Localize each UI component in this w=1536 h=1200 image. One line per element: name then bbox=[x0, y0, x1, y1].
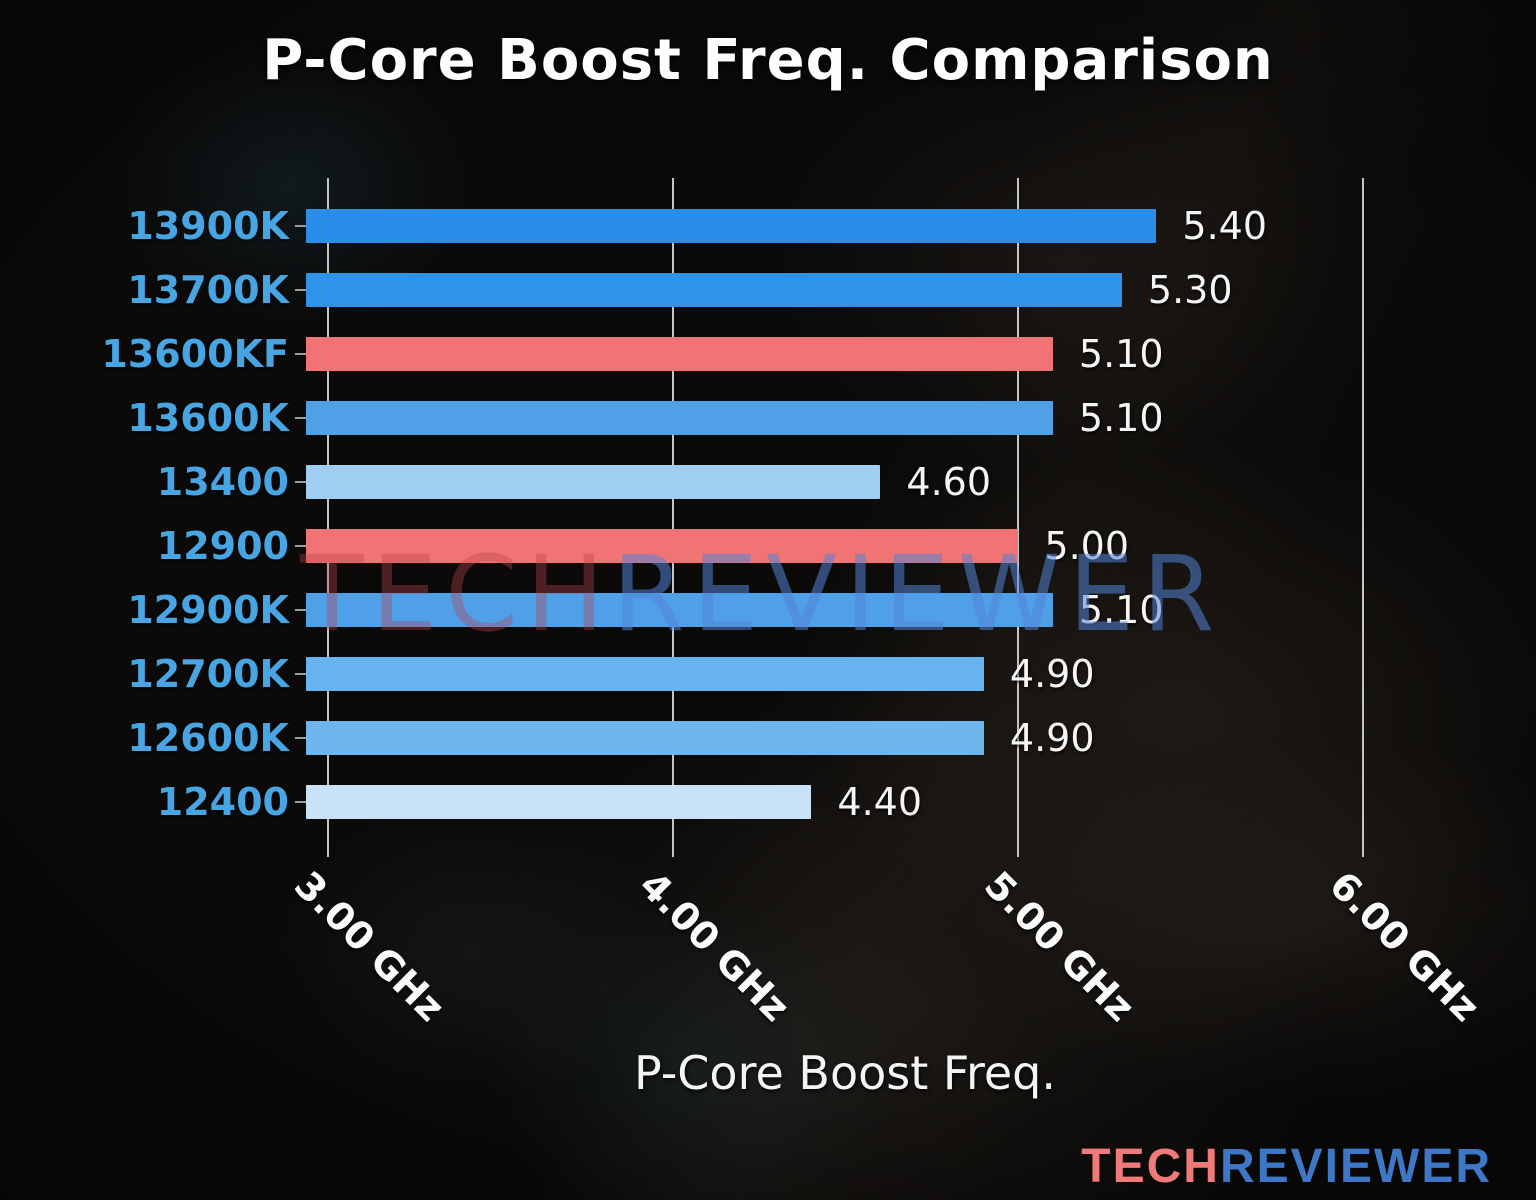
x-tick-label: 6.00 GHz bbox=[1321, 862, 1489, 1030]
y-axis-label: 12900 bbox=[156, 524, 289, 568]
value-label: 4.90 bbox=[1009, 716, 1095, 760]
x-tick-label: 5.00 GHz bbox=[976, 862, 1144, 1030]
y-tick-mark bbox=[295, 737, 306, 739]
value-label: 5.10 bbox=[1078, 588, 1164, 632]
brand-logo-tech: TECH bbox=[1081, 1140, 1220, 1193]
y-axis-label: 12900K bbox=[127, 588, 289, 632]
bar bbox=[306, 209, 1157, 243]
x-tick-label: 4.00 GHz bbox=[631, 862, 799, 1030]
y-tick-mark bbox=[295, 609, 306, 611]
gridline bbox=[1017, 178, 1020, 845]
gridline bbox=[672, 178, 675, 845]
y-tick-mark bbox=[295, 353, 306, 355]
watermark-tech: TECH bbox=[300, 533, 613, 655]
brand-logo-reviewer: REVIEWER bbox=[1219, 1140, 1492, 1193]
x-tick-mark bbox=[1362, 845, 1365, 857]
y-tick-mark bbox=[295, 801, 306, 803]
y-tick-mark bbox=[295, 545, 306, 547]
y-axis-label: 13600KF bbox=[101, 332, 289, 376]
x-tick-mark bbox=[672, 845, 675, 857]
y-tick-mark bbox=[295, 417, 306, 419]
y-tick-mark bbox=[295, 225, 306, 227]
x-tick-label: 3.00 GHz bbox=[286, 862, 454, 1030]
bar bbox=[306, 785, 812, 819]
x-tick-mark bbox=[1017, 845, 1020, 857]
y-axis-label: 12400 bbox=[156, 780, 289, 824]
bar bbox=[306, 593, 1053, 627]
y-axis-label: 12700K bbox=[127, 652, 289, 696]
y-tick-mark bbox=[295, 289, 306, 291]
value-label: 5.40 bbox=[1182, 204, 1268, 248]
bar bbox=[306, 465, 881, 499]
brand-logo: TECHREVIEWER bbox=[1081, 1143, 1492, 1191]
x-axis-title: P-Core Boost Freq. bbox=[633, 1046, 1057, 1100]
value-label: 5.00 bbox=[1044, 524, 1130, 568]
gridline bbox=[327, 178, 330, 845]
bar bbox=[306, 337, 1053, 371]
value-label: 4.90 bbox=[1009, 652, 1095, 696]
bar bbox=[306, 273, 1122, 307]
y-axis-label: 13700K bbox=[127, 268, 289, 312]
y-axis-label: 13400 bbox=[156, 460, 289, 504]
x-tick-mark bbox=[327, 845, 330, 857]
y-tick-mark bbox=[295, 673, 306, 675]
y-axis-label: 12600K bbox=[127, 716, 289, 760]
bar bbox=[306, 721, 984, 755]
value-label: 5.30 bbox=[1147, 268, 1233, 312]
value-label: 4.60 bbox=[906, 460, 992, 504]
watermark: TECHREVIEWER bbox=[300, 542, 1222, 646]
value-label: 5.10 bbox=[1078, 332, 1164, 376]
bar bbox=[306, 401, 1053, 435]
bar bbox=[306, 657, 984, 691]
value-label: 5.10 bbox=[1078, 396, 1164, 440]
value-label: 4.40 bbox=[837, 780, 923, 824]
chart-title: P-Core Boost Freq. Comparison bbox=[262, 28, 1274, 93]
y-tick-mark bbox=[295, 481, 306, 483]
gridline bbox=[1362, 178, 1365, 845]
y-axis-label: 13900K bbox=[127, 204, 289, 248]
bar bbox=[306, 529, 1019, 563]
y-axis-label: 13600K bbox=[127, 396, 289, 440]
watermark-reviewer: REVIEWER bbox=[612, 533, 1223, 655]
